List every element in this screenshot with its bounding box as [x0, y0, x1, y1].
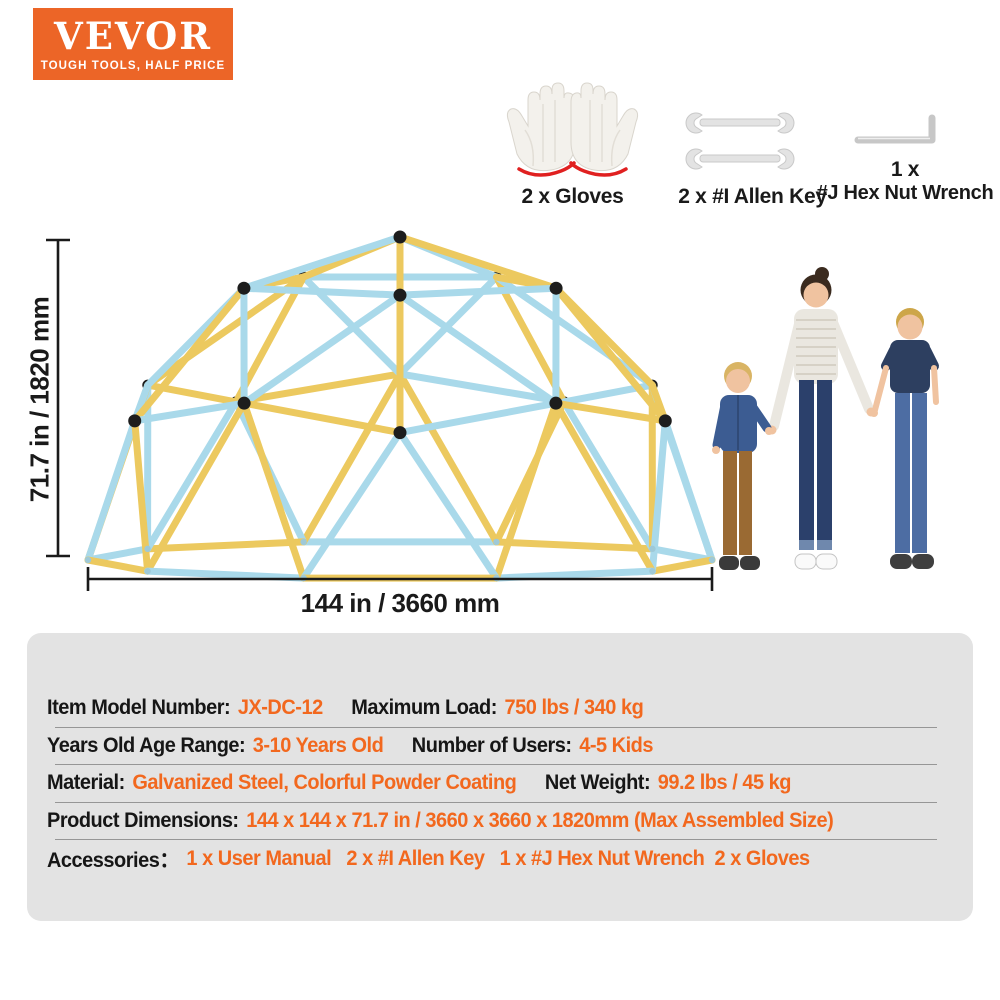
- spec-row-age-users: Years Old Age Range: 3-10 Years Old Numb…: [47, 728, 908, 765]
- geodesic-dome: [84, 230, 716, 582]
- height-dimension-label: 71.7 in / 1820 mm: [24, 296, 55, 503]
- spec-label: Material:: [47, 771, 125, 795]
- spec-value: 144 x 144 x 71.7 in / 3660 x 3660 x 1820…: [246, 809, 834, 833]
- spec-label: Years Old Age Range:: [47, 733, 246, 757]
- spec-value: 4-5 Kids: [579, 733, 654, 757]
- spec-value: 750 lbs / 340 kg: [504, 696, 644, 720]
- spec-label: Item Model Number:: [47, 696, 231, 720]
- boy-figure: [870, 308, 939, 569]
- divider: [55, 726, 937, 728]
- spec-label: Product Dimensions:: [47, 809, 239, 833]
- width-dimension-line: [86, 567, 714, 591]
- spec-value: 99.2 lbs / 45 kg: [657, 771, 792, 795]
- spec-row-accessories: Accessories： 1 x User Manual 2 x #I Alle…: [47, 840, 908, 877]
- spec-panel: Item Model Number: JX-DC-12 Maximum Load…: [27, 633, 973, 921]
- spec-value: JX-DC-12: [237, 696, 323, 720]
- height-dimension-line: [46, 238, 70, 558]
- hex-wrench-label: #J Hex Nut Wrench: [816, 182, 994, 204]
- divider: [55, 839, 937, 841]
- toddler-figure: [712, 362, 773, 570]
- hex-wrench-icon: [854, 114, 936, 144]
- allen-key-icon: [685, 112, 795, 170]
- brand-name: VEVOR: [54, 14, 212, 58]
- climbing-dome-figure: [46, 230, 716, 591]
- divider: [55, 801, 937, 803]
- vevor-logo: VEVOR TOUGH TOOLS, HALF PRICE: [33, 8, 233, 80]
- spec-value: Galvanized Steel, Colorful Powder Coatin…: [132, 771, 517, 795]
- girl-figure: [767, 267, 876, 570]
- divider: [55, 764, 937, 766]
- width-dimension-label: 144 in / 3660 mm: [300, 588, 500, 618]
- spec-value: 1 x User Manual 2 x #I Allen Key 1 x #J …: [186, 846, 810, 870]
- spec-label: Net Weight:: [544, 771, 651, 795]
- spec-label: Accessories：: [47, 848, 179, 872]
- spec-row-dimensions: Product Dimensions: 144 x 144 x 71.7 in …: [47, 803, 908, 840]
- spec-row-material-weight: Material: Galvanized Steel, Colorful Pow…: [47, 765, 908, 802]
- gloves-icon: [506, 82, 639, 177]
- spec-value: 3-10 Years Old: [252, 733, 384, 757]
- spec-row-model-load: Item Model Number: JX-DC-12 Maximum Load…: [47, 690, 908, 727]
- allen-key-label: 2 x #I Allen Key: [678, 185, 827, 208]
- kids-illustration: [712, 267, 939, 570]
- spec-label: Number of Users:: [411, 733, 572, 757]
- hex-wrench-qty: 1 x: [890, 158, 920, 181]
- spec-label: Maximum Load:: [351, 696, 497, 720]
- gloves-label: 2 x Gloves: [521, 185, 624, 208]
- brand-tagline: TOUGH TOOLS, HALF PRICE: [40, 60, 226, 72]
